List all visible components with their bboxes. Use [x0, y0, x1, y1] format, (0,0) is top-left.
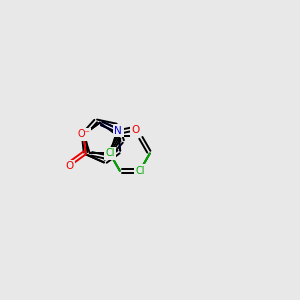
- Text: O⁻: O⁻: [77, 129, 90, 140]
- Text: N: N: [106, 148, 114, 158]
- Text: O: O: [131, 125, 140, 135]
- Text: N: N: [114, 126, 122, 136]
- Text: Cl: Cl: [105, 148, 115, 158]
- Text: Cl: Cl: [135, 166, 145, 176]
- Text: O: O: [65, 161, 74, 171]
